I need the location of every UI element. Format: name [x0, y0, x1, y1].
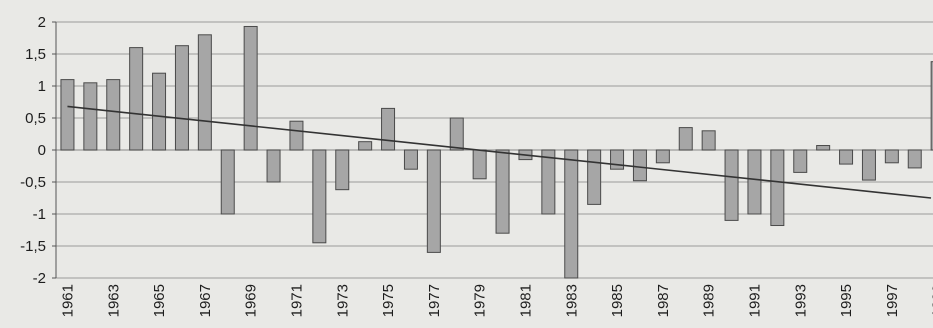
bar-1987	[655, 149, 670, 164]
bar-1980	[495, 149, 510, 234]
bar-1965	[152, 72, 167, 151]
y-tick-label: 1	[38, 78, 46, 95]
y-tick-label: 1,5	[25, 46, 46, 63]
bar-1973	[335, 149, 350, 191]
bar-1993	[793, 149, 808, 173]
x-tick-label: 1999	[930, 284, 933, 317]
x-tick-label: 1967	[197, 284, 214, 317]
x-tick-label: 1975	[380, 284, 397, 317]
y-tick-label: -2	[33, 270, 46, 287]
bar-1988	[678, 127, 693, 151]
bar-1976	[403, 149, 418, 170]
bar-1967	[197, 34, 212, 151]
bar-1974	[358, 141, 373, 151]
bar-1975	[381, 107, 396, 151]
bar-1983	[564, 149, 579, 279]
x-tick-label: 1979	[472, 284, 489, 317]
trendline	[67, 105, 932, 199]
bar-1990	[724, 149, 739, 221]
x-tick-label: 1971	[288, 284, 305, 317]
x-tick-label: 1973	[334, 284, 351, 317]
x-tick-label: 1981	[517, 284, 534, 317]
bar-1968	[220, 149, 235, 215]
bar-1979	[472, 149, 487, 180]
bar-1962	[83, 82, 98, 151]
bar-1989	[701, 130, 716, 151]
bar-1982	[541, 149, 556, 215]
bar-1970	[266, 149, 281, 183]
x-tick-label: 1963	[105, 284, 122, 317]
bar-1961	[60, 79, 75, 151]
bar-1972	[312, 149, 327, 244]
y-tick-label: 2	[38, 14, 46, 31]
x-tick-label: 1961	[59, 284, 76, 317]
y-axis-ticks: 2 1,5 1 0,5 0 -0,5 -1 -1,5 -2	[20, 14, 57, 287]
bar-1994	[816, 145, 831, 151]
x-tick-label: 1965	[151, 284, 168, 317]
trendline-group	[67, 105, 932, 199]
bar-1963	[106, 79, 121, 151]
bar-1984	[587, 149, 602, 205]
x-tick-label: 1993	[792, 284, 809, 317]
x-axis-ticks: 1961 1963 1965 1967 1969 1971 1973 1975 1977 1979…	[59, 284, 933, 317]
x-tick-label: 1997	[884, 284, 901, 317]
bar-1996	[861, 149, 876, 181]
x-tick-label: 1977	[426, 284, 443, 317]
bar-1978	[449, 117, 464, 151]
bar-1992	[770, 149, 785, 227]
bar-1998	[907, 149, 922, 169]
bar-1977	[426, 149, 441, 253]
x-tick-label: 1995	[838, 284, 855, 317]
x-tick-label: 1969	[243, 284, 260, 317]
bars	[60, 25, 933, 279]
x-tick-label: 1983	[563, 284, 580, 317]
bar-1971	[289, 120, 304, 151]
bar-1964	[129, 47, 144, 151]
x-tick-label: 1985	[609, 284, 626, 317]
bar-1991	[747, 149, 762, 215]
bar-1966	[174, 45, 189, 151]
y-tick-label: 0,5	[25, 110, 46, 127]
y-tick-label: 0	[38, 142, 46, 159]
y-tick-label: -0,5	[20, 174, 46, 191]
bar-1986	[632, 149, 647, 182]
y-tick-label: -1	[33, 206, 46, 223]
bar-1999	[930, 61, 933, 151]
bar-1969	[243, 25, 258, 151]
bar-1985	[610, 149, 625, 170]
x-tick-label: 1991	[746, 284, 763, 317]
y-tick-label: -1,5	[20, 238, 46, 255]
bar-1995	[839, 149, 854, 165]
bar-1997	[884, 149, 899, 164]
x-tick-label: 1987	[655, 284, 672, 317]
x-tick-label: 1989	[701, 284, 718, 317]
